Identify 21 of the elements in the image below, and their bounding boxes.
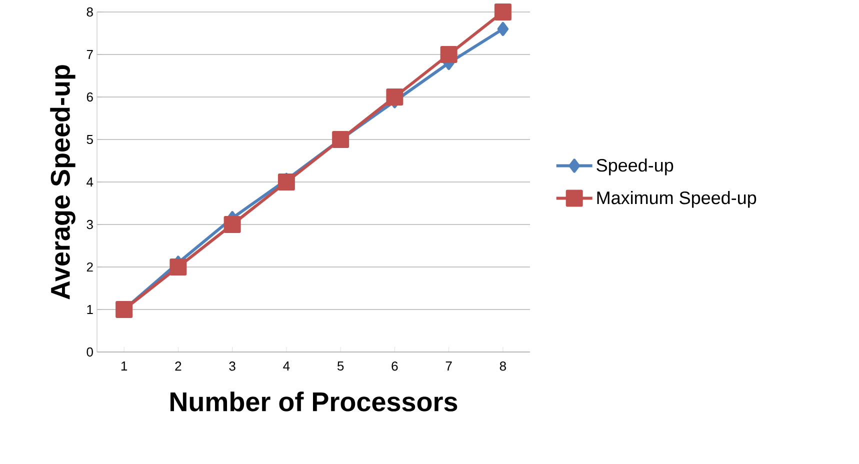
x-tick-label: 4 bbox=[283, 362, 290, 370]
legend-label: Speed-up bbox=[596, 158, 674, 176]
x-tick-label: 2 bbox=[175, 362, 182, 371]
y-axis-title: Average Speed-up bbox=[50, 65, 76, 300]
x-axis-title: Number of Processors bbox=[170, 392, 458, 412]
y-tick-label: 2 bbox=[86, 262, 93, 272]
x-tick-label: 1 bbox=[121, 362, 128, 370]
legend-label: Maximum Speed-up bbox=[597, 190, 756, 208]
y-tick-label: 8 bbox=[86, 7, 93, 17]
y-tick-label: 4 bbox=[86, 178, 94, 186]
y-tick-label: 3 bbox=[86, 220, 93, 230]
x-tick-label: 8 bbox=[500, 362, 506, 371]
y-tick-label: 6 bbox=[86, 92, 93, 102]
y-tick-label: 5 bbox=[86, 134, 93, 144]
x-tick-label: 6 bbox=[392, 362, 398, 371]
y-tick-label: 0 bbox=[86, 347, 93, 357]
x-tick-label: 7 bbox=[446, 362, 452, 370]
x-tick-label: 5 bbox=[337, 362, 344, 371]
y-tick-label: 7 bbox=[86, 50, 93, 59]
x-tick-label: 3 bbox=[229, 362, 236, 371]
y-tick-label: 1 bbox=[87, 305, 93, 314]
